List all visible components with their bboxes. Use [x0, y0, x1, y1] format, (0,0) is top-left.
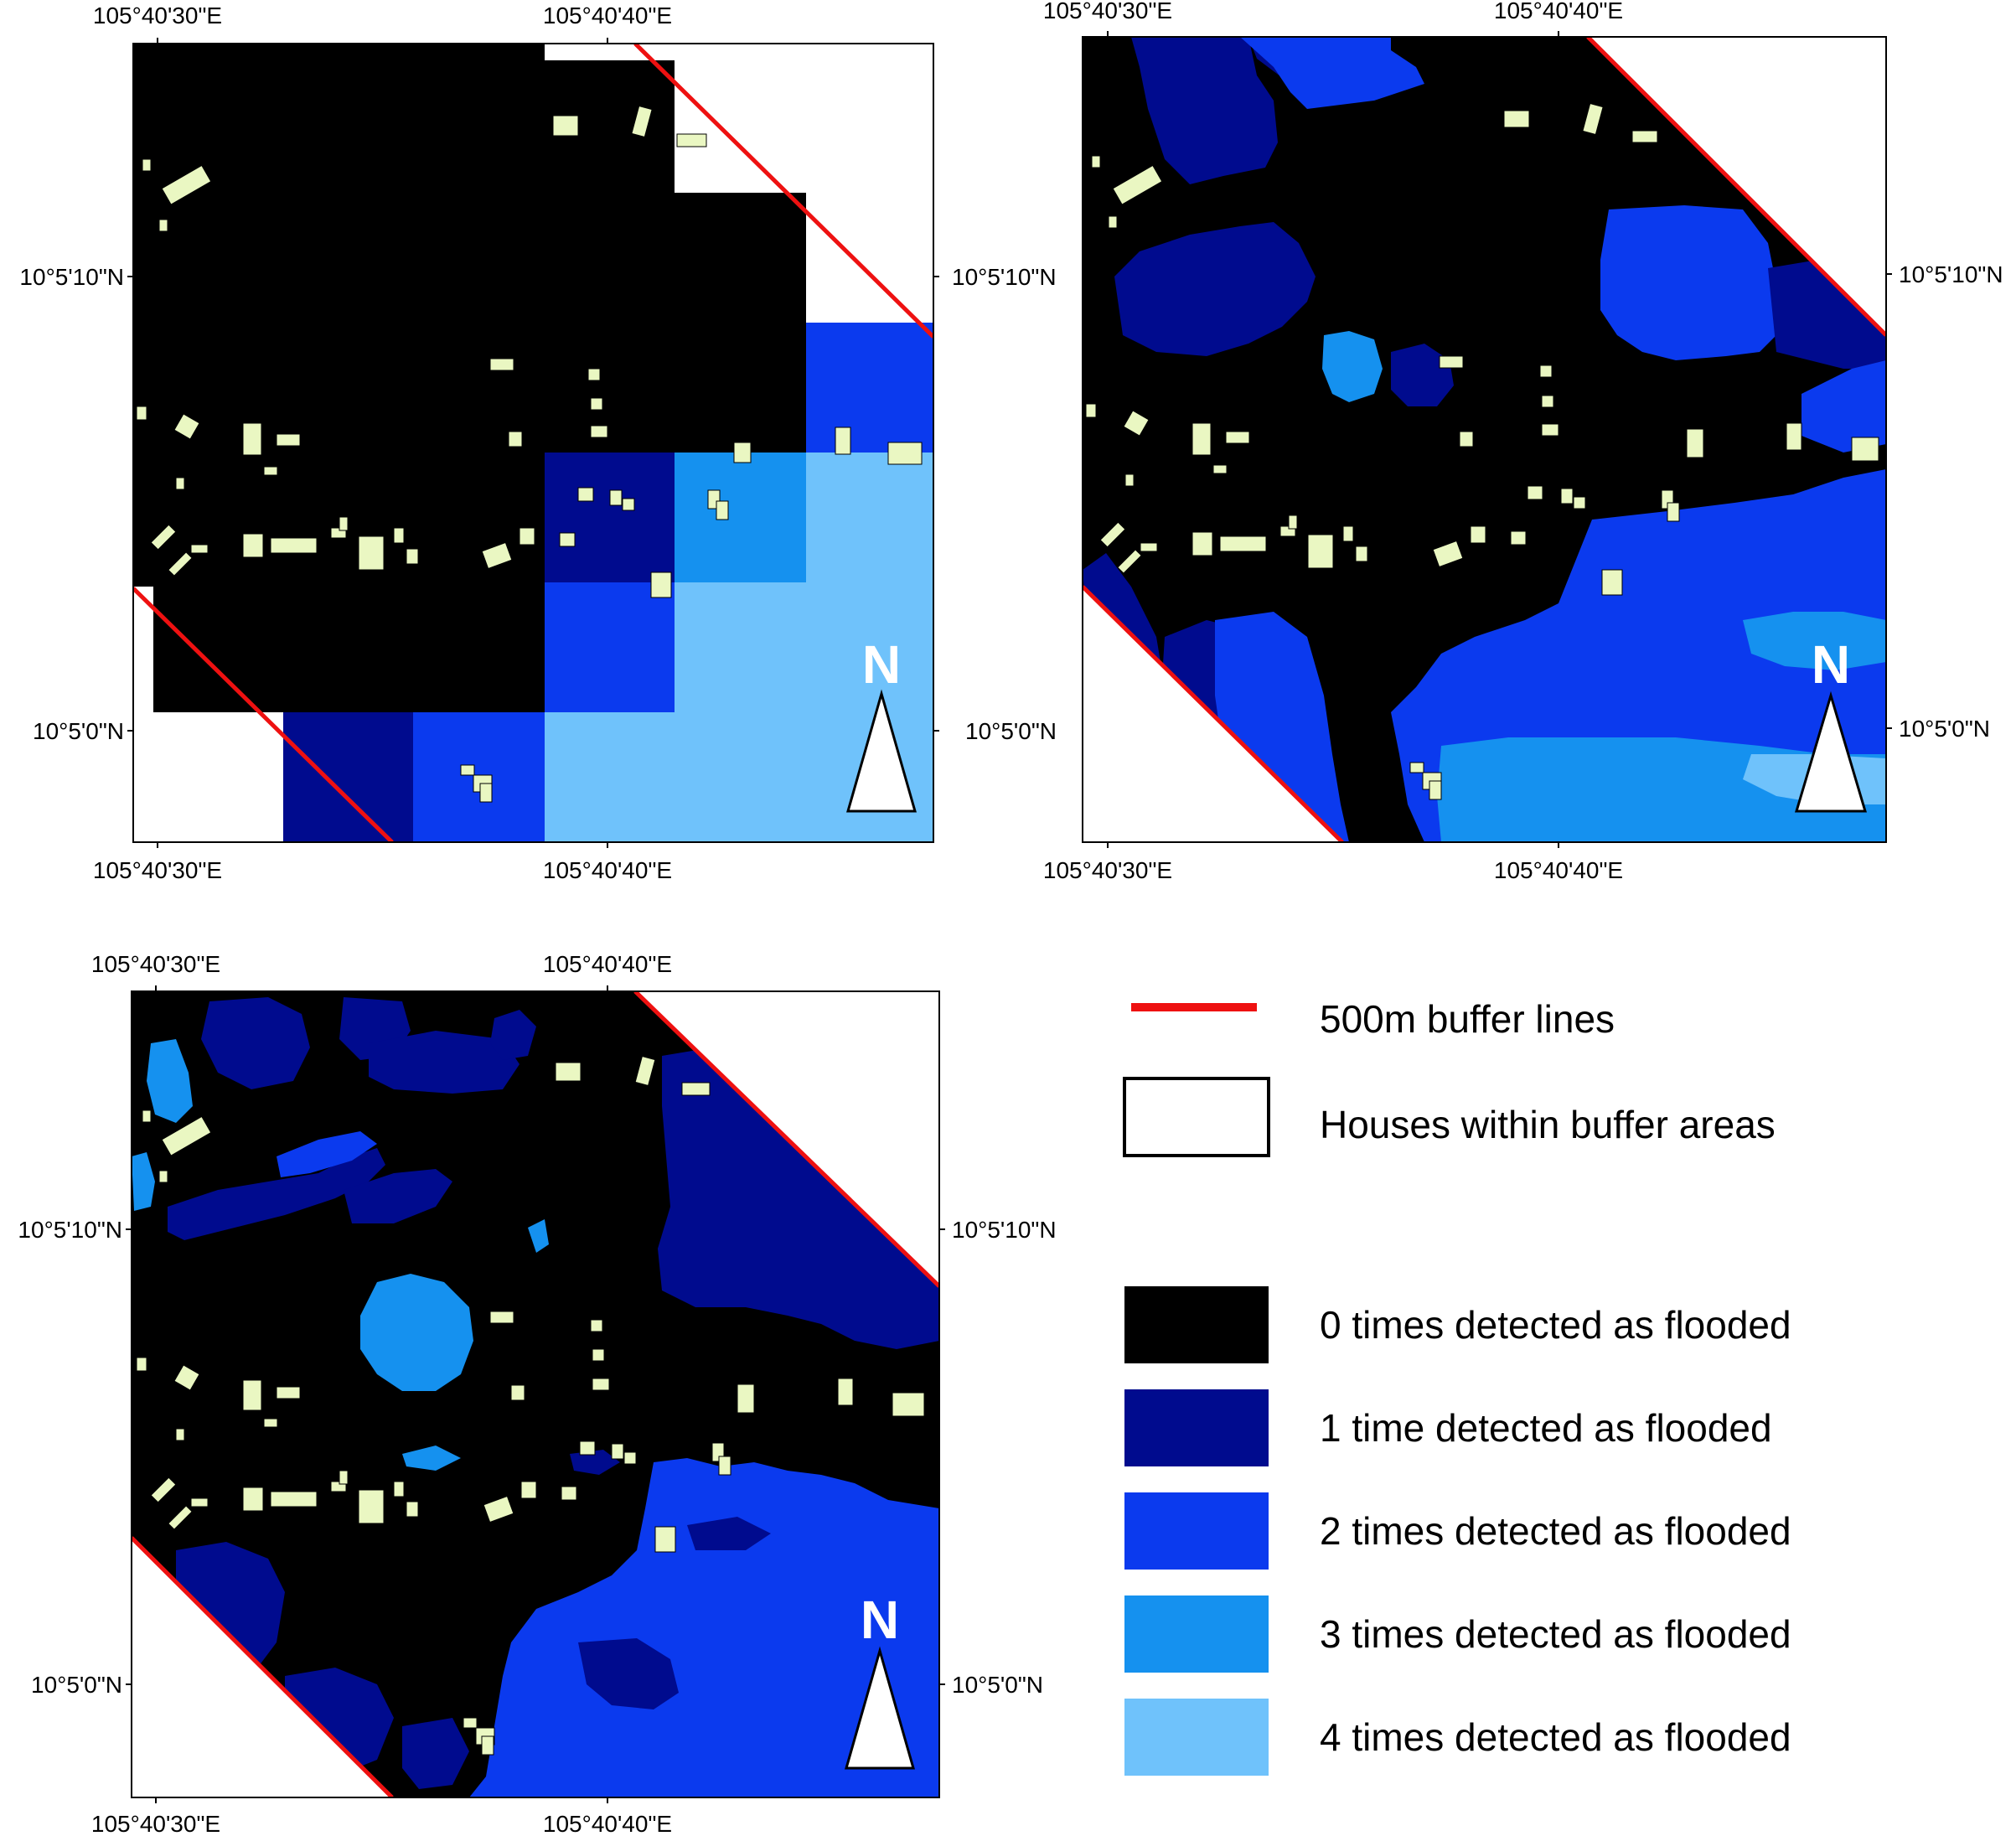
flood-zone-4: [675, 582, 806, 842]
legend-buffer-line-label: 500m buffer lines: [1320, 997, 1615, 1041]
north-label: N: [861, 1590, 899, 1650]
lat-label-left: 10°5'10"N: [19, 264, 124, 290]
flood-zone-3: [528, 1219, 549, 1253]
map-frame: [1082, 36, 1887, 843]
lon-label-bottom: 105°40'30"E: [93, 857, 222, 883]
flood-zone-2: [545, 582, 675, 712]
legend-classes: 0 times detected as flooded 1 time detect…: [1124, 1286, 1791, 1776]
legend-class-swatch-2: [1124, 1492, 1269, 1570]
flood-zone-1: [344, 1169, 452, 1223]
lon-label-bottom: 105°40'30"E: [1043, 857, 1172, 883]
graticule-ticks: [126, 985, 945, 1803]
legend-houses-label: Houses within buffer areas: [1320, 1103, 1776, 1146]
lon-label-top: 105°40'30"E: [93, 3, 222, 28]
map-frame: [132, 43, 934, 843]
graticule-ticks: [1107, 31, 1892, 848]
buffer-line: [132, 1536, 394, 1797]
houses-3: [136, 1055, 925, 1756]
flood-zone-2: [1801, 360, 1886, 453]
lon-label-top: 105°40'30"E: [1043, 0, 1172, 23]
legend-class-swatch-4: [1124, 1699, 1269, 1776]
flood-raster-3: [132, 991, 939, 1797]
lon-label-bottom: 105°40'40"E: [543, 857, 672, 883]
flood-zone-1: [1114, 222, 1316, 356]
legend-class-swatch-0: [1124, 1286, 1269, 1363]
flood-zone-2: [1600, 205, 1785, 360]
buffer-line: [133, 587, 394, 842]
lon-label-bottom: 105°40'40"E: [543, 1811, 672, 1836]
buffer-line: [1586, 37, 1886, 337]
lat-label-right: 10°5'0"N: [1899, 716, 1990, 742]
flood-zone-1: [658, 1047, 939, 1349]
flood-zone-1: [1131, 37, 1278, 184]
flood-raster-2: [1083, 37, 1886, 842]
map-panel-1: N 105°40'30"E 105°40'40"E 105°40'30"E 10…: [19, 3, 1057, 883]
graticule-ticks: [127, 38, 939, 848]
legend-class-label-0: 0 times detected as flooded: [1320, 1303, 1791, 1347]
flood-zone-1: [402, 1718, 469, 1789]
lat-label-right: 10°5'0"N: [965, 718, 1057, 744]
map-panel-3: N 105°40'30"E 105°40'40"E 105°40'30"E 10…: [18, 951, 1056, 1836]
lon-label-top: 105°40'40"E: [543, 3, 672, 28]
flood-zone-1: [1391, 344, 1454, 406]
buffer-line: [1083, 585, 1344, 842]
flood-zone-1: [201, 997, 310, 1089]
flood-zone-4: [545, 712, 675, 842]
lat-label-right: 10°5'0"N: [952, 1672, 1043, 1698]
lon-label-bottom: 105°40'40"E: [1494, 857, 1623, 883]
houses-2: [1085, 102, 1879, 800]
flood-zone-3: [147, 1039, 193, 1123]
north-arrow-icon: N: [846, 634, 917, 813]
legend: 500m buffer lines Houses within buffer a…: [1123, 997, 1791, 1776]
legend-houses-swatch: [1123, 1077, 1270, 1157]
legend-class-label-2: 2 times detected as flooded: [1320, 1509, 1791, 1553]
buffer-line: [633, 991, 939, 1288]
north-arrow-icon: N: [845, 1590, 915, 1770]
flood-zone-3: [132, 1152, 155, 1211]
north-label: N: [1812, 634, 1850, 695]
flood-zone-3: [1743, 612, 1886, 670]
flood-raster-1: [133, 44, 933, 842]
legend-class-label-1: 1 time detected as flooded: [1320, 1406, 1772, 1450]
map-frame: [131, 990, 940, 1798]
lat-label-left: 10°5'10"N: [18, 1217, 122, 1243]
flood-zone-2: [469, 1458, 939, 1797]
lon-label-top: 105°40'40"E: [543, 951, 672, 977]
legend-class-label-4: 4 times detected as flooded: [1320, 1715, 1791, 1759]
legend-class-label-3: 3 times detected as flooded: [1320, 1612, 1791, 1656]
lon-label-top: 105°40'30"E: [91, 951, 220, 977]
flood-zone-3: [675, 453, 806, 582]
flood-zone-1: [490, 1010, 536, 1060]
flood-zone-3: [402, 1446, 461, 1471]
flood-zone-3: [1322, 331, 1383, 402]
north-label: N: [862, 634, 901, 695]
flood-zone-1: [283, 712, 413, 842]
north-arrow-icon: N: [1794, 634, 1868, 813]
flood-zone-2: [1240, 37, 1424, 109]
houses-1: [136, 105, 923, 803]
lat-label-left: 10°5'0"N: [33, 718, 124, 744]
legend-class-swatch-3: [1124, 1596, 1269, 1673]
flood-zone-1: [578, 1638, 679, 1709]
flood-zone-1: [369, 1031, 520, 1094]
lon-label-bottom: 105°40'30"E: [91, 1811, 220, 1836]
lat-label-right: 10°5'10"N: [952, 1217, 1057, 1243]
flood-zone-2: [806, 323, 933, 453]
buffer-line: [633, 44, 933, 339]
legend-class-swatch-1: [1124, 1389, 1269, 1466]
flood-zone-1: [570, 1450, 620, 1475]
flood-zone-1: [545, 453, 675, 582]
lat-label-right: 10°5'10"N: [952, 264, 1057, 290]
lat-label-right: 10°5'10"N: [1899, 261, 2003, 287]
flood-zone-1: [687, 1517, 771, 1550]
map-panel-2: N 105°40'30"E 105°40'40"E 105°40'30"E 10…: [1043, 0, 2003, 883]
lat-label-left: 10°5'0"N: [31, 1672, 122, 1698]
flood-zone-3: [360, 1274, 473, 1391]
flood-zone-2: [277, 1131, 377, 1177]
lon-label-top: 105°40'40"E: [1494, 0, 1623, 23]
flood-zone-1: [168, 1148, 385, 1240]
